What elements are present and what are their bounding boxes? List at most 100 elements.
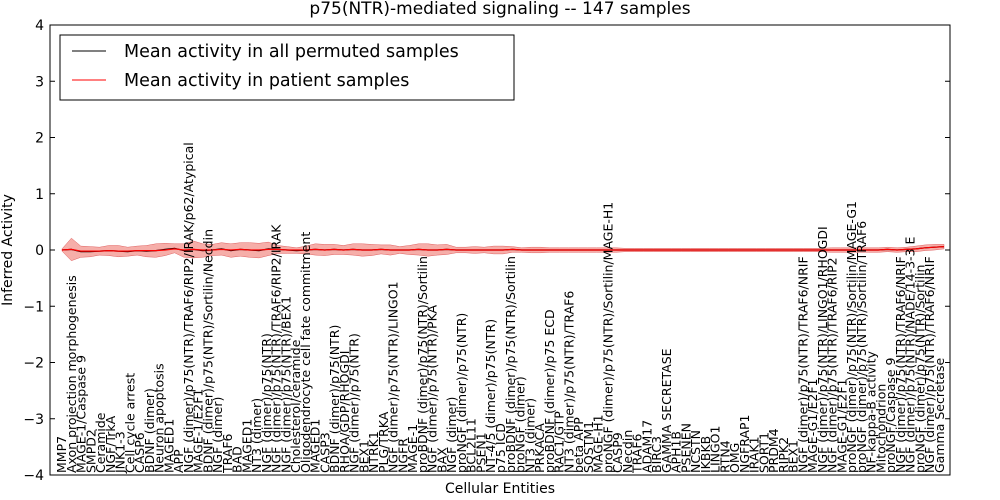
x-tick-label: SORT1 xyxy=(756,432,771,473)
x-tick-label: PRKACA xyxy=(532,423,547,473)
y-tick-label: 1 xyxy=(35,187,44,203)
x-tick-label: IKBKB xyxy=(698,436,713,473)
x-tick-label: BCL2L11 xyxy=(464,418,479,473)
x-tick-label: NGF (dimer)/p75(NTR)/TRAF6/RIP2/IRAK xyxy=(269,224,284,473)
x-tick-label: NGF (dimer)/p75(NTR) xyxy=(347,333,362,473)
x-tick-label: proBDNF (dimer)/p75 ECD xyxy=(542,309,557,473)
x-tick-label: proNGF (dimer)/p75(NTR)/Sortilin/TRAF6 xyxy=(854,221,869,473)
x-tick-label: BDNF (dimer)/p75(NTR) xyxy=(327,325,342,473)
x-tick-label: proNGF (dimer)/p75(NTR)/Sortilin/MAGE-H1 xyxy=(600,202,615,473)
x-tick-label: Ceramide xyxy=(93,412,108,473)
x-tick-label: NTRK1 xyxy=(366,431,381,473)
legend-label-permuted: Mean activity in all permuted samples xyxy=(124,42,459,62)
x-tick-label: APP xyxy=(171,449,186,473)
x-tick-label: Neuron apoptosis xyxy=(152,363,167,473)
x-tick-label: NT3 (dimer)/p75(NTR)/TRAF6 xyxy=(561,291,576,473)
x-tick-label: NGF (dimer)/p75(NTR)/TRAF6/NRIF xyxy=(893,256,908,473)
x-tick-label: proNGF/Caspase 9 xyxy=(883,357,898,473)
x-tick-label: MAGED1 xyxy=(239,419,254,473)
x-tick-label: BEX1 xyxy=(356,440,371,473)
x-tick-label: MAGED1 xyxy=(308,419,323,473)
x-tick-label: NCSTN xyxy=(688,430,703,473)
y-tick-label: 0 xyxy=(35,243,44,259)
x-tick-label: SMPD2 xyxy=(83,429,98,473)
x-tick-label: APH1B xyxy=(669,431,684,473)
x-tick-label: IRAK1 xyxy=(747,436,762,473)
x-tick-label: NT-4/5 (dimer)/p75(NTR) xyxy=(483,319,498,473)
x-tick-label: MAGE-H1 xyxy=(591,414,606,473)
x-tick-label: MAGED1 xyxy=(161,419,176,473)
x-tick-label: NGF (dimer)/p75(NTR)/TRAF6/NRIF xyxy=(922,256,937,473)
y-tick-label: −1 xyxy=(23,299,44,315)
x-tick-label: PLG/TRKA xyxy=(376,411,391,473)
x-tick-label: beta APP xyxy=(571,417,586,473)
x-tick-label: BAX xyxy=(435,447,450,473)
x-tick-label: NGF (dimer)/p75(NTR)/LINGO1 xyxy=(386,281,401,473)
legend-box xyxy=(59,34,515,101)
x-tick-label: proBDNF (dimer)/p75(NTR)/Sortilin xyxy=(415,256,430,473)
x-tick-label: RTN4 xyxy=(717,440,732,473)
x-tick-label: Gamma Secretase xyxy=(932,358,947,473)
x-tick-label: NT3 (dimer) xyxy=(522,398,537,473)
y-tick-label: −3 xyxy=(23,412,44,428)
x-tick-label: GAMMA SECRETASE xyxy=(659,348,674,473)
x-tick-label: NGFR xyxy=(395,438,410,473)
x-tick-label: BIRC3 xyxy=(649,436,664,473)
series-layer xyxy=(61,246,945,253)
y-tick-label: 4 xyxy=(35,18,44,34)
x-tick-label: CASP3 xyxy=(317,432,332,473)
x-tick-label: TRAF6 xyxy=(220,433,235,474)
legend: Mean activity in all permuted samples Me… xyxy=(59,34,515,101)
y-tick-label: 3 xyxy=(35,74,44,90)
x-tick-label: RIPK2 xyxy=(776,437,791,473)
x-tick-label: CASP6 xyxy=(132,432,147,473)
x-tick-label: NGF (dimer)/p75(NTR)/NADE/14-3-3 E xyxy=(903,237,918,473)
x-tick-label: proNGF (dimer)/p75(NTR)/Sortilin xyxy=(913,265,928,473)
x-tick-label: NGF (dimer)/p75(NTR)/TRAF6/RIP2 xyxy=(825,257,840,473)
x-tick-label: MAGE-G1/E2F1 xyxy=(834,378,849,473)
x-axis-label: Cellular Entities xyxy=(445,481,555,497)
x-tick-label: proNGF (dimer)/p75(NTR)/Sortilin/MAGE-G1 xyxy=(844,201,859,473)
x-tick-label: NGF (dimer)/p75(NTR)/LINGO1/RHOGDI xyxy=(815,226,830,473)
x-tick-label: Cell cycle arrest xyxy=(122,373,137,473)
x-tick-label: RHOA/GDP/RHOGDI xyxy=(337,351,352,473)
x-tick-label: MAGE-G1/E2F1 xyxy=(805,378,820,473)
x-tick-label: MAGE-1/Caspase 9 xyxy=(74,355,89,473)
chart-title: p75(NTR)-mediated signaling -- 147 sampl… xyxy=(309,0,690,19)
x-tick-label: NGF (dimer)/p75(NTR)/BEX1 xyxy=(278,296,293,473)
y-tick-label: −4 xyxy=(23,468,44,484)
x-tick-label: NGF (dimer) xyxy=(444,397,459,473)
y-tick-label: −2 xyxy=(23,356,44,372)
x-tick-label: BEX1 xyxy=(786,440,801,473)
x-tick-label: NGF (dimer)/p75(NTR) xyxy=(259,333,274,473)
x-tick-label: Cholesterol/ceramide xyxy=(288,339,303,473)
x-tick-label: OMG xyxy=(727,443,742,473)
y-axis: 4 3 2 1 0 −1 −2 −3 −4 xyxy=(23,18,950,484)
x-tick-label: BAD xyxy=(230,446,245,473)
x-tick-label: BDNF (dimer) xyxy=(142,388,157,473)
series-line-patient xyxy=(61,246,945,252)
x-tick-label: NGF (dimer) xyxy=(210,397,225,473)
legend-label-patient: Mean activity in patient samples xyxy=(124,71,409,91)
x-tick-label: LINGO1 xyxy=(708,426,723,473)
x-tick-label: p75 ICD xyxy=(493,423,508,473)
x-tick-label: NGF/TrkA xyxy=(103,415,118,473)
x-tick-label: proNGF (dimer)/p75(NTR) xyxy=(454,313,469,473)
x-tick-label: proNGF (dimer) xyxy=(513,376,528,473)
x-tick-label: PSENEN xyxy=(678,423,693,473)
x-tick-label: ADAM17 xyxy=(639,420,654,473)
x-tick-label: NGF (dimer)/p75(NTR)/PKA xyxy=(425,304,440,473)
x-tick-label: MAGE-1/E2F1 xyxy=(191,389,206,473)
x-tick-label: Mitochondrion xyxy=(874,384,889,473)
x-tick-label: JNK1-3 xyxy=(113,431,128,474)
x-tick-label: TRAF6 xyxy=(630,433,645,474)
x-tick-label: NGF (dimer)/p75(NTR)/TRAF6/RIP2/IRAK/p62… xyxy=(181,142,196,473)
y-tick-label: 2 xyxy=(35,131,44,147)
x-tick-label: CASP9 xyxy=(610,432,625,473)
x-tick-label: NGFRAP1 xyxy=(737,415,752,473)
x-tick-label: MMP7 xyxy=(54,436,69,473)
x-tick-label: RAC1/GTP xyxy=(552,411,567,473)
x-tick-label: NGF (dimer)/p75(NTR)/TRAF6/NRIF xyxy=(795,256,810,473)
x-tick-label: proBDNF (dimer)/p75(NTR)/Sortilin xyxy=(503,256,518,473)
